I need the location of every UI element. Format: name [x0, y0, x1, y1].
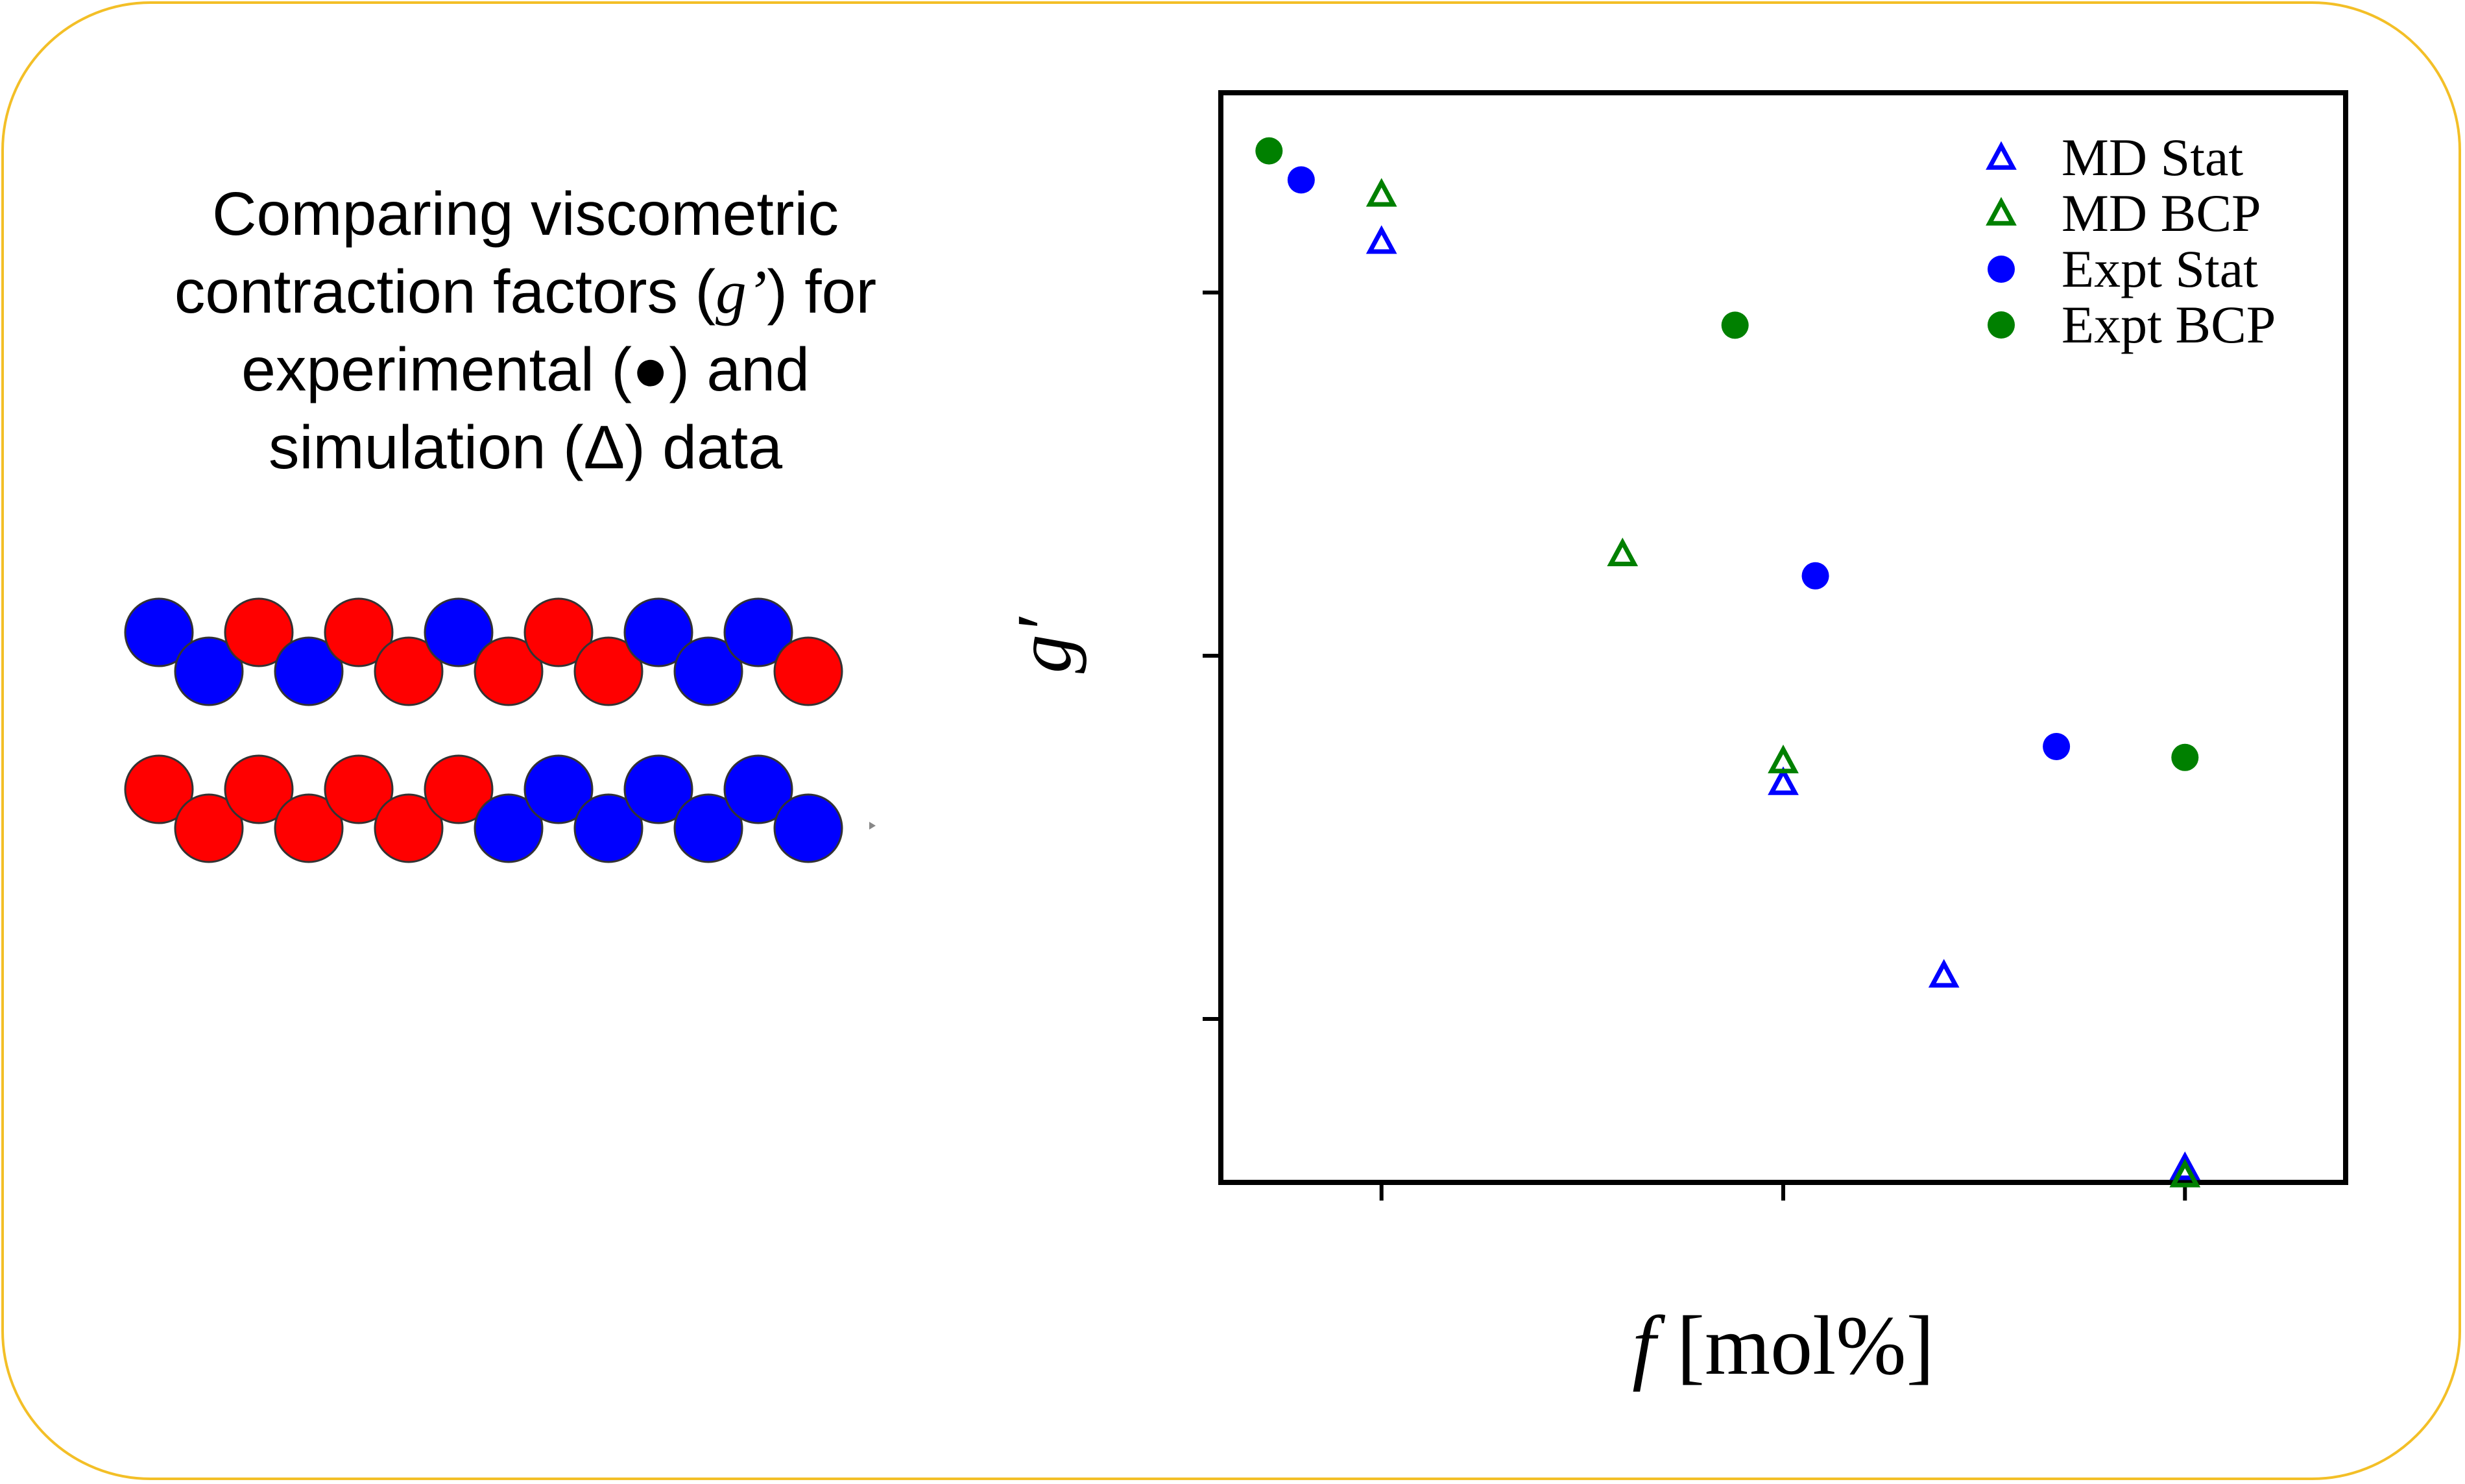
chain-bead-red [324, 754, 394, 824]
point-expt-stat [1287, 166, 1315, 194]
caption: Comparing viscometric contraction factor… [78, 175, 973, 486]
polymer-chains-illustration [124, 597, 876, 863]
chain-bead-red [374, 636, 444, 706]
point-expt-bcp [2171, 743, 2199, 771]
legend-label-expt-stat: Expt Stat [2062, 239, 2258, 298]
point-md-stat [1928, 959, 1960, 988]
point-md-stat [1365, 225, 1397, 254]
g-prime-symbol: g’ [715, 257, 767, 326]
chain-bead-blue [523, 754, 594, 824]
point-md-stat [1768, 766, 1799, 795]
legend-marker-expt-stat [1988, 256, 2015, 283]
chain-bead-red [174, 793, 244, 863]
chain-bead-blue [673, 793, 743, 863]
legend-marker-expt-bcp [1988, 311, 2015, 339]
chain-bead-blue [474, 793, 544, 863]
chain-bead-red [773, 636, 843, 706]
chain-bead-blue [773, 793, 843, 863]
chain-bead-red [224, 754, 294, 824]
x-axis-label: f [mol%] [1632, 1299, 1934, 1393]
point-expt-stat [2043, 733, 2071, 760]
y-axis-label: g′ [1001, 616, 1087, 673]
chain-bead-blue [124, 597, 194, 667]
chain-bead-blue [274, 636, 344, 706]
legend-marker-md-stat [1986, 141, 2017, 170]
chain-bead-blue [723, 754, 793, 824]
chain-bead-red [573, 636, 643, 706]
point-expt-bcp [1255, 137, 1283, 165]
chain-bead-red [274, 793, 344, 863]
arrow-mark [869, 822, 876, 830]
legend-label-md-bcp: MD BCP [2062, 184, 2261, 243]
point-expt-bcp [1721, 311, 1749, 339]
chain-bead-red [224, 597, 294, 667]
axis-ticks [1203, 291, 2187, 1201]
chain-bead-red [374, 793, 444, 863]
caption-line-1: Comparing viscometric [211, 180, 839, 248]
caption-line-4: simulation (Δ) data [268, 413, 783, 482]
chain-bead-blue [623, 597, 693, 667]
caption-line-2-post: ) for [767, 257, 877, 326]
chain-bead-blue [623, 754, 693, 824]
chain-bead-red [474, 636, 544, 706]
caption-line-2: contraction factors (g’) for [78, 253, 973, 331]
legend-marker-md-bcp [1986, 197, 2017, 226]
point-md-bcp [2169, 1158, 2201, 1188]
caption-line-2-pre: contraction factors ( [174, 257, 716, 326]
caption-line-3: experimental (●) and [241, 335, 810, 404]
chain-bead-red [523, 597, 594, 667]
point-md-stat [2169, 1151, 2201, 1180]
chain-bead-blue [174, 636, 244, 706]
legend-label-md-stat: MD Stat [2062, 128, 2243, 187]
data-marks [1255, 137, 2201, 1188]
chain-bead-red [124, 754, 194, 824]
chain-bead-blue [573, 793, 643, 863]
point-md-bcp [1607, 537, 1639, 566]
x-axis-label-unit: [mol%] [1655, 1299, 1934, 1393]
legend-label-expt-bcp: Expt BCP [2062, 295, 2276, 354]
point-md-bcp [1768, 745, 1799, 774]
chain-bead-red [424, 754, 494, 824]
chain-bead-blue [673, 636, 743, 706]
chain-bead-blue [723, 597, 793, 667]
chain-bead-blue [424, 597, 494, 667]
chain-bead-red [324, 597, 394, 667]
point-md-bcp [1365, 178, 1397, 207]
point-expt-stat [1801, 562, 1829, 590]
